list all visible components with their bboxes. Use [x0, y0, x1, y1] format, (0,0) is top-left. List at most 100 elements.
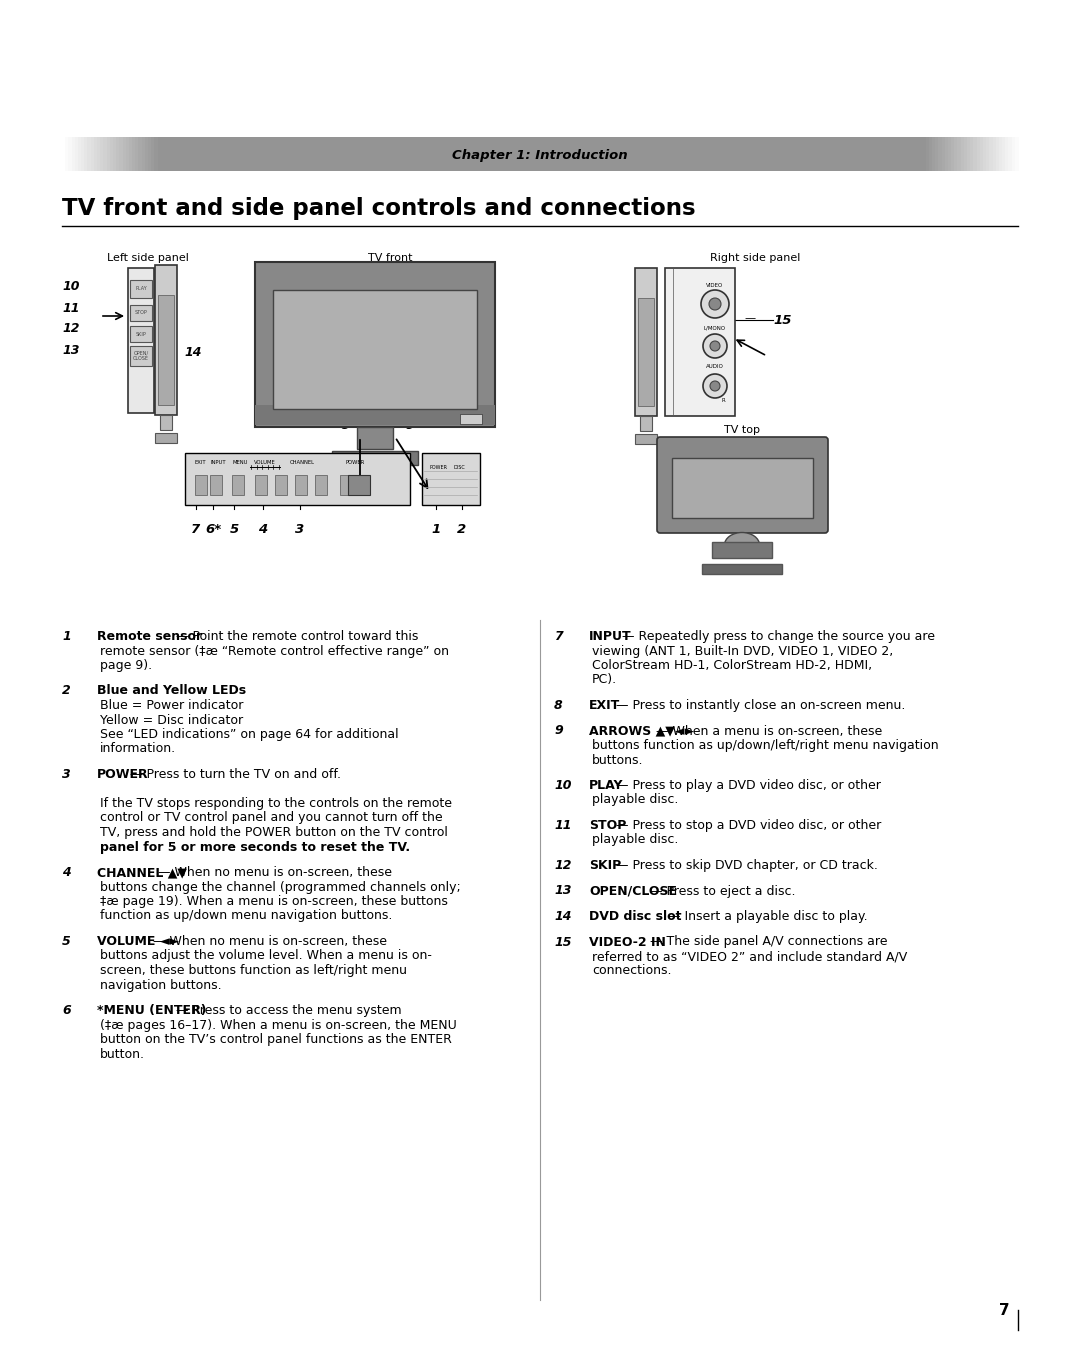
Bar [184, 138, 187, 171]
Bar [228, 138, 232, 171]
Bar [238, 138, 242, 171]
Text: SKIP: SKIP [589, 859, 621, 871]
Bar [186, 138, 190, 171]
Bar [782, 138, 786, 171]
Bar [113, 138, 117, 171]
Bar [667, 138, 672, 171]
Text: — Press to turn the TV on and off.: — Press to turn the TV on and off. [125, 768, 340, 781]
Bar [292, 138, 296, 171]
Bar [636, 138, 639, 171]
Bar [339, 138, 343, 171]
Text: OPEN/CLOSE: OPEN/CLOSE [589, 885, 677, 897]
Bar [885, 138, 889, 171]
Bar [208, 138, 213, 171]
Bar [400, 138, 404, 171]
Bar [584, 138, 589, 171]
Text: Left side panel: Left side panel [107, 254, 189, 263]
Bar [894, 138, 897, 171]
Bar [569, 138, 572, 171]
Text: screen, these buttons function as left/right menu: screen, these buttons function as left/r… [100, 965, 407, 977]
Text: STOP: STOP [589, 819, 626, 832]
Text: information.: information. [100, 742, 176, 755]
Bar [534, 138, 538, 171]
Bar [741, 138, 745, 171]
Bar [521, 138, 525, 171]
Bar [881, 138, 886, 171]
Bar [91, 138, 95, 171]
Bar [259, 138, 264, 171]
Bar [130, 305, 152, 321]
Bar [496, 138, 500, 171]
Bar [508, 138, 512, 171]
Text: function as up/down menu navigation buttons.: function as up/down menu navigation butt… [100, 909, 392, 923]
Bar [875, 138, 879, 171]
Bar [107, 138, 111, 171]
Bar [690, 138, 694, 171]
Bar [792, 138, 796, 171]
Bar [728, 138, 732, 171]
Bar [546, 138, 551, 171]
Bar [71, 138, 76, 171]
Bar [499, 138, 503, 171]
Circle shape [703, 374, 727, 398]
Bar [702, 564, 782, 575]
Text: 2: 2 [62, 684, 71, 697]
Bar [700, 138, 703, 171]
Text: L/MONO: L/MONO [704, 326, 726, 331]
Bar [511, 138, 515, 171]
Bar [444, 138, 448, 171]
Bar [818, 138, 822, 171]
Bar [62, 138, 66, 171]
Text: 6*: 6* [205, 523, 221, 536]
Bar [470, 138, 474, 171]
Bar [244, 138, 247, 171]
Text: navigation buttons.: navigation buttons. [100, 978, 221, 992]
Bar [256, 138, 260, 171]
Text: — Press to play a DVD video disc, or other: — Press to play a DVD video disc, or oth… [612, 778, 881, 792]
Text: 10: 10 [554, 778, 571, 792]
Bar [814, 138, 819, 171]
Text: connections.: connections. [592, 965, 672, 978]
Bar [110, 138, 114, 171]
Bar [189, 138, 193, 171]
Bar [751, 138, 755, 171]
Text: — When no menu is on-screen, these: — When no menu is on-screen, these [154, 866, 392, 880]
Text: POWER: POWER [430, 465, 448, 469]
Bar [120, 138, 123, 171]
Bar [530, 138, 535, 171]
Text: 15: 15 [773, 313, 793, 326]
Bar [442, 138, 445, 171]
Text: buttons change the channel (programmed channels only;: buttons change the channel (programmed c… [100, 881, 461, 893]
Bar [342, 138, 347, 171]
Text: 11: 11 [62, 301, 80, 314]
Bar [295, 138, 299, 171]
Text: ‡æ page 19). When a menu is on-screen, these buttons: ‡æ page 19). When a menu is on-screen, t… [100, 894, 448, 908]
Bar [906, 138, 910, 171]
Bar [460, 138, 464, 171]
Bar [323, 138, 327, 171]
Text: VOLUME: VOLUME [254, 460, 275, 465]
Text: — Press to stop a DVD video disc, or other: — Press to stop a DVD video disc, or oth… [612, 819, 881, 832]
Bar [1005, 138, 1010, 171]
Text: OPEN/
CLOSE: OPEN/ CLOSE [133, 351, 149, 362]
Bar [672, 459, 813, 518]
Bar [275, 475, 287, 495]
Bar [409, 138, 414, 171]
Bar [594, 138, 598, 171]
Bar [734, 138, 739, 171]
Bar [450, 138, 455, 171]
Bar [821, 138, 825, 171]
Bar [671, 138, 675, 171]
Bar [357, 428, 393, 449]
Bar [298, 138, 302, 171]
Text: — Point the remote control toward this: — Point the remote control toward this [172, 630, 418, 643]
Bar [687, 138, 691, 171]
Bar [638, 298, 654, 406]
Bar [311, 138, 314, 171]
Bar [680, 138, 685, 171]
Bar [839, 138, 843, 171]
Bar [167, 138, 172, 171]
Bar [125, 138, 130, 171]
Bar [836, 138, 840, 171]
Text: Yellow = Disc indicator: Yellow = Disc indicator [100, 714, 243, 727]
